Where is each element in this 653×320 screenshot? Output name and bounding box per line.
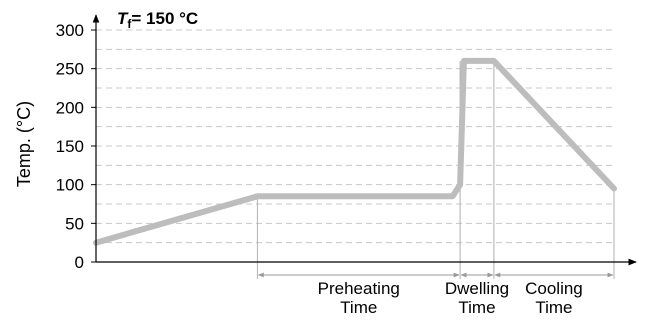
y-tick-label-0: 0 xyxy=(75,253,84,272)
title-value: = 150 °C xyxy=(131,9,198,28)
phase-label-1-line-0: Dwelling xyxy=(445,279,509,298)
chart-title: Tf= 150 °C xyxy=(117,9,198,31)
phase-label-2-line-1: Time xyxy=(535,298,572,317)
y-tick-label-250: 250 xyxy=(56,60,84,79)
y-tick-labels: 0 50 100 150 200 250 300 xyxy=(56,21,96,272)
y-axis-title: Temp. (°C) xyxy=(14,101,34,187)
title-subscript: f xyxy=(127,17,132,31)
y-tick-label-300: 300 xyxy=(56,21,84,40)
y-tick-label-50: 50 xyxy=(65,214,84,233)
gridlines xyxy=(96,29,616,244)
y-tick-label-200: 200 xyxy=(56,98,84,117)
data-point-2 xyxy=(452,195,454,197)
data-point-4 xyxy=(463,60,465,62)
title-symbol: T xyxy=(117,9,129,28)
data-point-5 xyxy=(493,60,495,62)
phase-label-1-line-1: Time xyxy=(458,298,495,317)
phase-guides xyxy=(256,60,615,279)
data-point-3 xyxy=(459,184,461,186)
phase-label-2-line-0: Cooling xyxy=(525,279,583,298)
data-point-1 xyxy=(256,195,258,197)
phase-label-0-line-1: Time xyxy=(340,298,377,317)
phase-label-0-line-0: Preheating xyxy=(318,279,400,298)
data-point-6 xyxy=(613,188,615,190)
y-tick-label-150: 150 xyxy=(56,137,84,156)
y-tick-label-100: 100 xyxy=(56,176,84,195)
